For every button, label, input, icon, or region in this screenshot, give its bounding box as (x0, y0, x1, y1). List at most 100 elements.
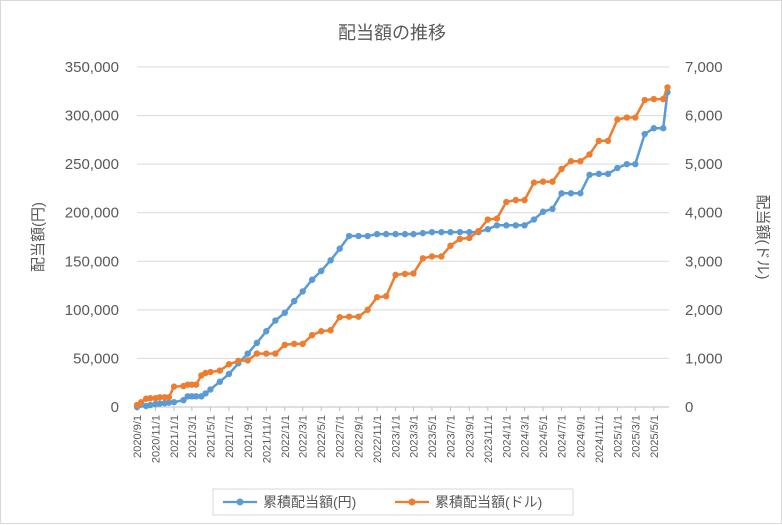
y-left-tick-label: 100,000 (65, 302, 119, 319)
data-point (456, 228, 464, 236)
legend-marker-usd (408, 498, 416, 506)
data-point (364, 306, 371, 314)
data-point (466, 228, 473, 236)
y-axis-right: 0 1,000 2,000 3,000 4,000 5,000 6,000 7,000 (685, 59, 723, 416)
x-tick-label: 2023/11/1 (483, 415, 495, 463)
data-point (558, 190, 565, 197)
data-point (419, 255, 427, 262)
data-point (281, 309, 288, 316)
data-point (180, 397, 187, 404)
x-tick-label: 2022/5/1 (316, 415, 328, 458)
x-tick-label: 2021/5/1 (205, 415, 217, 458)
x-tick-label: 2024/3/1 (520, 415, 532, 458)
x-tick-label: 2022/11/1 (372, 415, 384, 463)
data-point (170, 383, 178, 390)
data-point (308, 276, 316, 283)
y-right-tick-label: 6,000 (685, 108, 723, 125)
y-axis-left-title: 配当額(円) (30, 202, 47, 272)
data-point (170, 398, 178, 406)
data-point (503, 198, 510, 206)
x-tick-label: 2022/7/1 (335, 415, 347, 458)
data-point (447, 228, 454, 236)
data-point (327, 257, 334, 264)
x-axis: 2020/9/1 2020/11/1 2021/1/1 2021/3/1 2021/5/… (132, 407, 661, 463)
data-point (549, 178, 556, 185)
data-point (428, 228, 436, 236)
data-point (512, 196, 519, 204)
y-right-tick-label: 2,000 (685, 302, 723, 319)
data-point (263, 328, 270, 335)
data-point (539, 208, 547, 215)
data-point (202, 390, 209, 397)
data-point (466, 234, 473, 242)
legend-label-jpy: 累積配当額(円) (263, 494, 356, 510)
x-tick-label: 2023/7/1 (445, 415, 457, 458)
data-point (156, 400, 163, 407)
data-point (567, 190, 575, 197)
data-point (318, 328, 325, 335)
y-axis-left: 0 50,000 100,000 150,000 200,000 250,000 300,0… (65, 59, 119, 416)
data-point (428, 253, 436, 260)
legend: 累積配当額(円) 累積配当額(ドル) (212, 488, 574, 516)
data-point (327, 327, 334, 334)
y-right-tick-label: 7,000 (685, 59, 723, 76)
data-point (641, 130, 648, 138)
data-point (202, 369, 209, 377)
x-tick-label: 2020/11/1 (151, 415, 163, 463)
data-point (308, 331, 316, 339)
data-point (632, 160, 639, 168)
y-right-tick-label: 1,000 (685, 350, 723, 367)
y-axis-right-title: 配当額(ドル) (754, 195, 771, 280)
data-point (438, 253, 445, 260)
data-point (521, 222, 528, 229)
series-line (136, 86, 669, 407)
data-point (272, 317, 279, 324)
data-point (336, 245, 343, 252)
data-point (244, 350, 251, 357)
data-point (577, 190, 584, 197)
data-point (225, 370, 233, 378)
data-point (623, 114, 631, 121)
data-point (530, 179, 538, 186)
data-point (650, 125, 658, 132)
data-point (382, 230, 390, 238)
data-point (456, 235, 464, 243)
x-tick-label: 2021/7/1 (224, 415, 236, 458)
data-point (291, 297, 298, 305)
data-point (503, 222, 510, 229)
data-point (192, 381, 200, 388)
data-point (345, 232, 353, 240)
y-left-tick-label: 150,000 (65, 253, 119, 270)
data-point (345, 313, 353, 320)
y-right-tick-label: 3,000 (685, 253, 723, 270)
x-tick-label: 2021/3/1 (187, 415, 199, 458)
data-point (438, 228, 445, 236)
data-point (623, 160, 631, 168)
data-point (253, 339, 261, 347)
x-tick-label: 2020/9/1 (132, 415, 144, 458)
data-point (382, 293, 390, 300)
data-point (586, 151, 593, 158)
data-point (632, 114, 639, 121)
data-point (216, 367, 224, 374)
data-point (664, 84, 671, 91)
data-point (165, 399, 173, 406)
data-point (373, 230, 381, 238)
data-point (318, 267, 325, 275)
x-tick-label: 2025/3/1 (630, 415, 642, 458)
y-left-tick-label: 200,000 (65, 205, 119, 222)
x-tick-label: 2021/9/1 (243, 415, 255, 458)
data-point (604, 137, 612, 145)
data-point (216, 378, 224, 385)
y-right-tick-label: 5,000 (685, 156, 723, 173)
x-tick-label: 2021/1/1 (169, 415, 181, 458)
data-point (147, 401, 154, 409)
data-point (410, 230, 417, 238)
data-point (336, 313, 343, 321)
data-point (392, 230, 399, 238)
data-point (484, 216, 492, 223)
data-point (192, 393, 200, 400)
data-point (512, 222, 519, 229)
data-point (549, 205, 556, 213)
data-point (401, 230, 409, 238)
